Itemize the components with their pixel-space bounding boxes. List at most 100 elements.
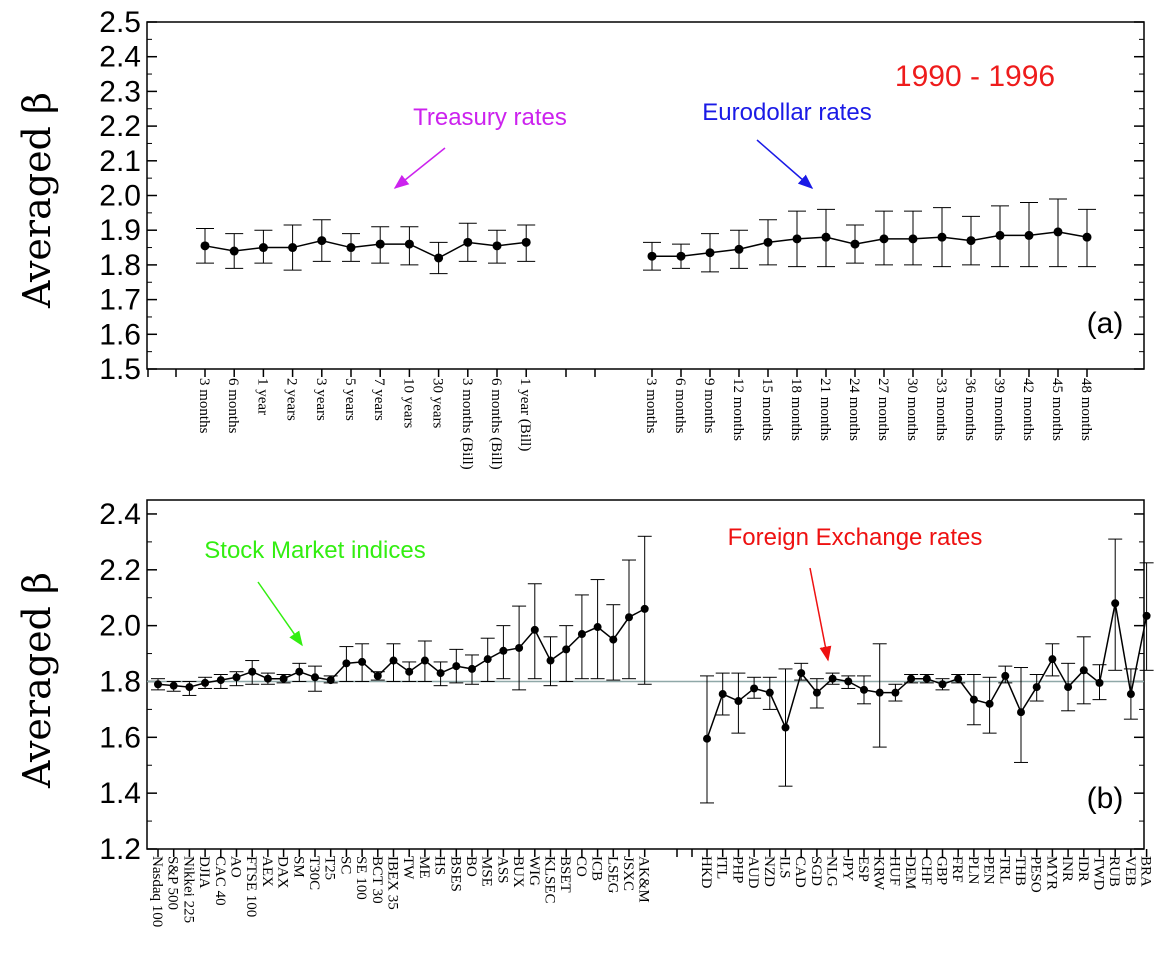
xlabel-treasury-rates-7-years: 7 years xyxy=(371,378,387,421)
xlabel-foreign-exchange-rates-nlg: NLG xyxy=(824,856,840,887)
annotation-eurodollar-rates: Eurodollar rates xyxy=(702,99,871,126)
point-foreign-exchange-rates-php xyxy=(734,697,743,706)
point-stock-market-indices-me xyxy=(420,656,429,665)
xlabel-foreign-exchange-rates-nzd: NZD xyxy=(761,856,777,887)
panel-a-ytick-label: 2.2 xyxy=(99,110,141,143)
point-stock-market-indices-ak-m xyxy=(640,604,649,613)
point-foreign-exchange-rates-bra xyxy=(1142,611,1151,620)
point-foreign-exchange-rates-sgd xyxy=(812,688,821,697)
point-foreign-exchange-rates-itl xyxy=(718,690,727,699)
xlabel-foreign-exchange-rates-dem: DEM xyxy=(902,856,918,889)
xlabel-stock-market-indices-wig: WIG xyxy=(526,856,542,886)
point-stock-market-indices-co xyxy=(577,630,586,639)
xlabel-stock-market-indices-t30c: T30C xyxy=(306,856,322,890)
xlabel-stock-market-indices-s-p-500: S&P 500 xyxy=(165,856,181,910)
panel-b-x-axis: Nasdaq 100 S&P 500 Nikkei 225 DJIA CAC 40 AO F… xyxy=(149,849,1154,927)
panel-a-ytick-label: 1.6 xyxy=(99,318,141,351)
xlabel-foreign-exchange-rates-twd: TWD xyxy=(1091,856,1107,890)
xlabel-treasury-rates-2-years: 2 years xyxy=(284,378,300,421)
xlabel-foreign-exchange-rates-huf: HUF xyxy=(886,856,902,886)
point-treasury-rates-6-months xyxy=(229,246,239,256)
arrow-foreign-exchange-rates xyxy=(809,567,832,662)
point-stock-market-indices-hs xyxy=(436,669,445,678)
xlabel-stock-market-indices-djia: DJIA xyxy=(196,856,212,889)
point-eurodollar-rates-42-months xyxy=(1024,230,1034,240)
panel-a-ytick-label: 2.4 xyxy=(99,41,141,74)
panel-b-ytick-label: 2.2 xyxy=(99,554,141,587)
panel-a-ytick-label: 1.5 xyxy=(99,353,141,386)
point-foreign-exchange-rates-rub xyxy=(1111,599,1120,608)
point-stock-market-indices-cac-40 xyxy=(216,676,225,685)
xlabel-treasury-rates-1-year: 1 year xyxy=(254,378,270,415)
point-stock-market-indices-klsec xyxy=(546,656,555,665)
xlabel-eurodollar-rates-27-months: 27 months xyxy=(875,378,891,441)
panel-b-plot-area xyxy=(151,535,1154,804)
xlabel-stock-market-indices-jsxc: JSXC xyxy=(620,856,636,891)
point-treasury-rates-30-years xyxy=(434,253,444,263)
xlabel-foreign-exchange-rates-peso: PESO xyxy=(1028,856,1044,893)
point-eurodollar-rates-15-months xyxy=(763,237,773,247)
panel-a-y-axis-label: Averaged β xyxy=(15,92,59,309)
xlabel-stock-market-indices-tw: TW xyxy=(400,856,416,880)
xlabel-foreign-exchange-rates-php: PHP xyxy=(729,856,745,884)
point-stock-market-indices-s-p-500 xyxy=(169,681,178,690)
arrow-stock-market-indices xyxy=(257,581,303,647)
point-stock-market-indices-ibex-35 xyxy=(389,656,398,665)
xlabel-stock-market-indices-icb: ICB xyxy=(589,856,605,881)
xlabel-foreign-exchange-rates-rub: RUB xyxy=(1106,856,1122,887)
point-eurodollar-rates-18-months xyxy=(792,234,802,244)
point-foreign-exchange-rates-peso xyxy=(1032,683,1041,692)
xlabel-treasury-rates-6-months-bill: 6 months (Bill) xyxy=(488,378,504,470)
xlabel-foreign-exchange-rates-thb: THB xyxy=(1012,856,1028,886)
xlabel-foreign-exchange-rates-hkd: HKD xyxy=(698,856,714,889)
panel-b-ytick-label: 1.2 xyxy=(99,833,141,866)
point-eurodollar-rates-6-months xyxy=(676,251,686,261)
point-foreign-exchange-rates-chf xyxy=(922,674,931,683)
point-foreign-exchange-rates-trl xyxy=(1001,671,1010,680)
point-treasury-rates-1-year xyxy=(258,243,268,253)
xlabel-stock-market-indices-bct-30: BCT 30 xyxy=(369,856,385,904)
xlabel-foreign-exchange-rates-ils: ILS xyxy=(777,856,793,879)
point-foreign-exchange-rates-pln xyxy=(969,695,978,704)
point-foreign-exchange-rates-inr xyxy=(1064,683,1073,692)
point-stock-market-indices-bses xyxy=(452,662,461,671)
xlabel-stock-market-indices-mse: MSE xyxy=(479,856,495,887)
point-eurodollar-rates-27-months xyxy=(879,234,889,244)
xlabel-stock-market-indices-nasdaq-100: Nasdaq 100 xyxy=(149,856,165,927)
point-foreign-exchange-rates-hkd xyxy=(703,734,711,743)
point-eurodollar-rates-24-months xyxy=(850,239,860,249)
panel-a-ytick-label: 2.0 xyxy=(99,180,141,213)
point-eurodollar-rates-33-months xyxy=(937,232,947,242)
point-foreign-exchange-rates-nzd xyxy=(765,688,774,697)
panel-a-ytick-label: 1.7 xyxy=(99,284,141,317)
point-treasury-rates-3-months-bill xyxy=(463,237,473,247)
point-treasury-rates-10-years xyxy=(404,239,414,249)
series-line-eurodollar-rates xyxy=(652,231,1088,257)
period-label: 1990 - 1996 xyxy=(895,60,1055,93)
xlabel-stock-market-indices-ftse-100: FTSE 100 xyxy=(243,856,259,917)
xlabel-eurodollar-rates-36-months: 36 months xyxy=(962,378,978,441)
xlabel-stock-market-indices-t25: T25 xyxy=(322,856,338,880)
panel-a-y-axis: 1.51.61.71.81.92.02.12.22.32.42.5 xyxy=(99,6,1144,386)
xlabel-stock-market-indices-bo: BO xyxy=(463,856,479,877)
panel-b-label: (b) xyxy=(1087,782,1124,815)
panel-b-ytick-label: 1.4 xyxy=(99,777,141,810)
point-stock-market-indices-nikkei-225 xyxy=(185,683,194,692)
xlabel-stock-market-indices-se-100: SE 100 xyxy=(353,856,369,900)
xlabel-foreign-exchange-rates-bra: BRA xyxy=(1138,856,1154,887)
xlabel-eurodollar-rates-24-months: 24 months xyxy=(846,378,862,441)
xlabel-foreign-exchange-rates-itl: ITL xyxy=(714,856,730,879)
point-foreign-exchange-rates-dem xyxy=(907,674,916,683)
point-foreign-exchange-rates-frf xyxy=(954,674,963,683)
point-stock-market-indices-ao xyxy=(232,673,241,682)
xlabel-foreign-exchange-rates-trl: TRL xyxy=(996,856,1012,884)
xlabel-foreign-exchange-rates-myr: MYR xyxy=(1043,856,1059,890)
panel-a-plot-area xyxy=(196,198,1096,275)
point-foreign-exchange-rates-gbp xyxy=(938,680,947,689)
point-stock-market-indices-bset xyxy=(562,645,571,654)
xlabel-eurodollar-rates-21-months: 21 months xyxy=(817,378,833,441)
point-foreign-exchange-rates-pen xyxy=(985,699,994,708)
xlabel-stock-market-indices-dax: DAX xyxy=(275,856,291,889)
point-foreign-exchange-rates-twd xyxy=(1095,678,1104,687)
xlabel-eurodollar-rates-33-months: 33 months xyxy=(933,378,949,441)
